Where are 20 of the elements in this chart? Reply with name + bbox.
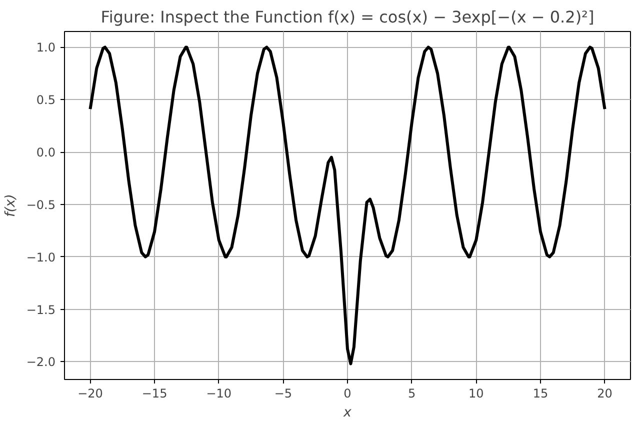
y-axis-title: f(x) xyxy=(3,194,18,217)
y-tick-label: −0.5 xyxy=(26,198,56,212)
chart-title: Figure: Inspect the Function f(x) = cos(x) − 3exp[−(x − 0.2)²] xyxy=(100,8,594,26)
y-tick-label: 0.5 xyxy=(36,93,56,108)
x-tick-label: −15 xyxy=(142,386,168,400)
x-tick-label: 10 xyxy=(468,386,484,400)
line-series xyxy=(88,46,606,366)
x-axis-title: x xyxy=(342,406,352,420)
x-tick-label: 5 xyxy=(408,386,416,400)
x-tick-label: 20 xyxy=(597,386,612,400)
y-tick-label: 1.0 xyxy=(36,40,56,55)
x-tick-label: 15 xyxy=(532,386,548,400)
x-tick-label: −10 xyxy=(206,386,232,400)
y-tick-label: −2.0 xyxy=(26,355,56,370)
y-tick-label: 0.0 xyxy=(36,146,56,160)
x-tick-label: −5 xyxy=(274,386,292,400)
x-tick-label: 0 xyxy=(344,386,352,400)
y-tick-label: −1.5 xyxy=(26,302,56,317)
y-tick-label: −1.0 xyxy=(26,250,56,264)
x-tick-label: −20 xyxy=(78,386,103,400)
